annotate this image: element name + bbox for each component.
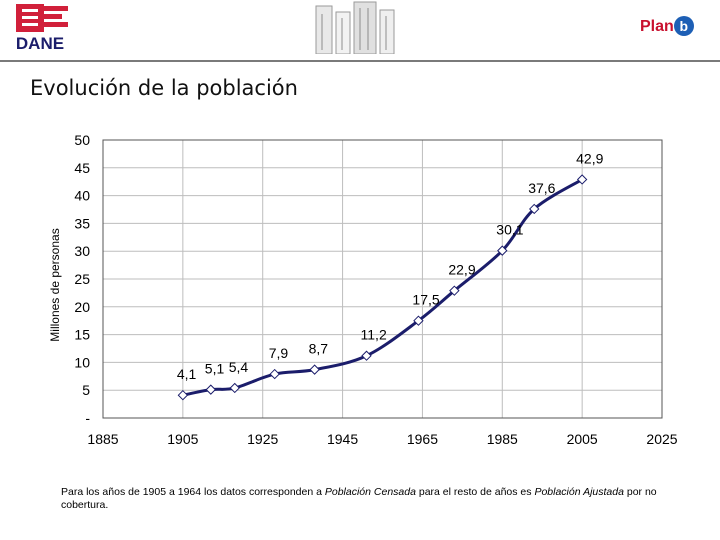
data-point [269, 368, 280, 380]
x-tick-label: 1925 [247, 431, 278, 447]
y-tick-label: 50 [74, 132, 90, 148]
x-tick-label: 1965 [407, 431, 438, 447]
y-axis-label: Millones de personas [48, 228, 62, 341]
plan-b-logo: Plan b [640, 16, 694, 36]
data-points [177, 174, 588, 401]
dane-logo-text: DANE [15, 34, 65, 53]
y-tick-label: 45 [74, 160, 90, 176]
footnote-text-3: por no cobertura. [61, 486, 657, 511]
building-icon [312, 0, 408, 54]
data-point [205, 384, 217, 395]
data-point [413, 315, 424, 326]
data-point [497, 245, 508, 256]
data-label: 11,2 [361, 327, 387, 343]
data-labels: 4,1 5,1 5,4 7,9 8,7 11,2 17,5 22,9 30,1 37,6 42,9 [177, 150, 604, 382]
data-label: 5,1 [205, 361, 225, 377]
x-tick-label: 1905 [167, 431, 198, 447]
data-point [361, 350, 372, 361]
y-tick-label: 10 [74, 354, 90, 370]
header: DANE Plan b [0, 0, 720, 62]
y-tick-label: 25 [74, 271, 90, 287]
data-label: 30,1 [496, 222, 523, 238]
data-label: 8,7 [309, 341, 329, 357]
data-point [229, 382, 240, 394]
footnote-text-2: para el resto de años es [415, 486, 535, 498]
dane-logo-icon [16, 4, 68, 32]
footnote-italic-1: Población Censada [324, 486, 416, 498]
y-tick-label: 20 [74, 299, 90, 315]
data-label: 5,4 [229, 359, 249, 375]
y-tick-label: 30 [74, 243, 90, 259]
y-tick-label: - [85, 410, 90, 426]
footnote-text-1: Para los años de 1905 a 1964 los datos c… [61, 486, 325, 498]
y-tick-label: 40 [74, 188, 90, 204]
data-label: 17,5 [412, 292, 439, 308]
data-label: 22,9 [448, 262, 475, 278]
data-label: 4,1 [177, 366, 197, 382]
x-tick-label: 2005 [567, 431, 598, 447]
x-tick-label: 2025 [646, 431, 677, 447]
data-point [449, 285, 460, 296]
data-label: 37,6 [528, 180, 555, 196]
data-point [177, 389, 189, 401]
data-point [529, 203, 540, 215]
plot-area [102, 139, 663, 419]
x-tick-label: 1985 [487, 431, 518, 447]
data-label: 7,9 [269, 345, 289, 361]
y-tick-label: 35 [74, 215, 90, 231]
header-divider [0, 60, 720, 62]
plan-b-text: Plan [640, 18, 674, 35]
footnote: Para los años de 1905 a 1964 los datos c… [61, 486, 701, 512]
y-tick-label: 5 [82, 382, 90, 398]
data-point [309, 364, 320, 375]
x-tick-label: 1945 [327, 431, 358, 447]
data-point [576, 174, 588, 185]
data-label: 42,9 [576, 150, 603, 166]
footnote-italic-2: Población Ajustada [534, 486, 624, 498]
x-tick-label: 1885 [87, 431, 118, 447]
plan-b-badge-icon: b [673, 16, 694, 36]
y-tick-label: 15 [74, 327, 90, 343]
chart-grid [102, 139, 663, 418]
page-title: Evolución de la población [30, 76, 298, 100]
